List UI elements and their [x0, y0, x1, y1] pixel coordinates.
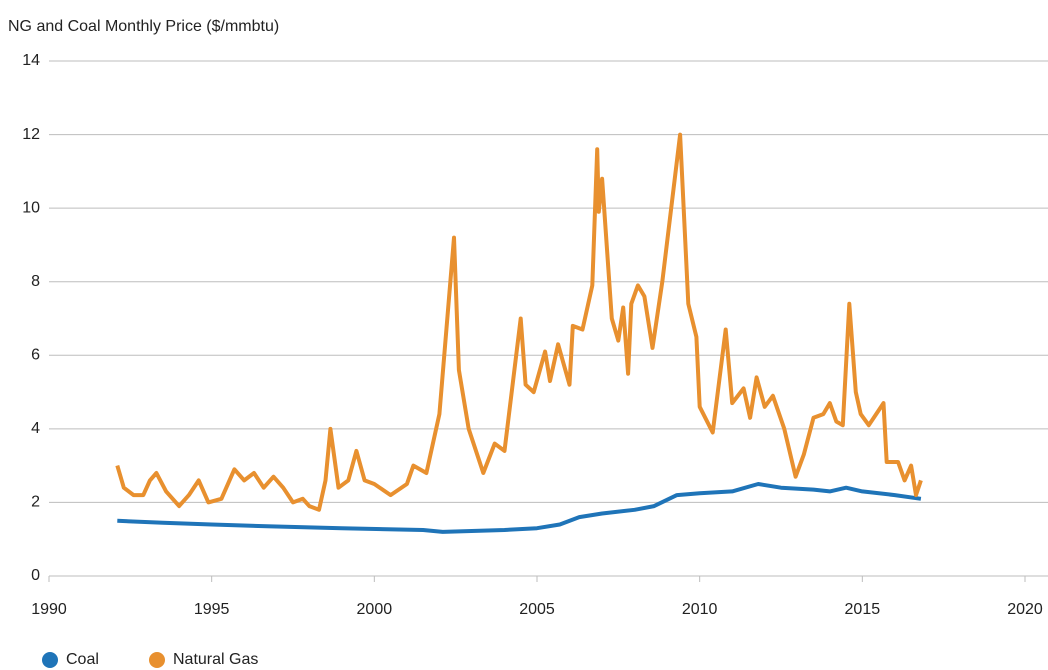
line: [115, 132, 923, 512]
y-tick-label: 10: [22, 199, 40, 216]
y-tick-label: 4: [31, 420, 40, 437]
y-tick-label: 6: [31, 347, 40, 364]
x-tick-label: 1995: [194, 601, 230, 618]
x-tick-label: 2020: [1007, 601, 1043, 618]
chart-title: NG and Coal Monthly Price ($/mmbtu): [8, 18, 279, 35]
legend-swatch: [149, 652, 165, 668]
y-tick-label: 0: [31, 567, 40, 584]
y-tick-label: 8: [31, 273, 40, 290]
y-tick-label: 14: [22, 52, 40, 69]
x-tick-label: 2015: [845, 601, 881, 618]
x-tick-label: 1990: [31, 601, 67, 618]
y-tick-label: 2: [31, 494, 40, 511]
y-tick-label: 12: [22, 126, 40, 143]
legend-swatch: [42, 652, 58, 668]
x-tick-label: 2010: [682, 601, 718, 618]
x-tick-label: 2005: [519, 601, 555, 618]
legend-label: Natural Gas: [173, 651, 258, 668]
line: [117, 482, 922, 534]
legend-label: Coal: [66, 651, 99, 668]
x-tick-label: 2000: [357, 601, 393, 618]
